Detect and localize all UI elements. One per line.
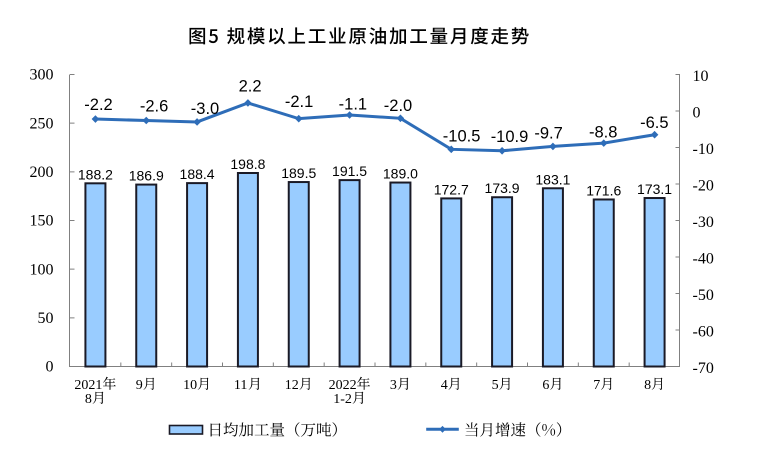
svg-text:5: 5 — [492, 378, 499, 393]
svg-text:2021: 2021 — [74, 378, 102, 393]
svg-text:-9.7: -9.7 — [534, 125, 562, 143]
svg-text:189.0: 189.0 — [383, 166, 418, 182]
svg-text:172.7: 172.7 — [434, 181, 469, 197]
svg-text:50: 50 — [38, 310, 54, 327]
svg-text:200: 200 — [30, 164, 54, 181]
svg-text:186.9: 186.9 — [129, 168, 164, 184]
svg-text:188.2: 188.2 — [78, 166, 113, 182]
svg-text:11: 11 — [234, 378, 247, 393]
svg-text:-2.1: -2.1 — [285, 93, 313, 111]
svg-text:150: 150 — [30, 213, 54, 230]
svg-text:10: 10 — [693, 68, 709, 85]
svg-text:100: 100 — [30, 261, 54, 278]
svg-text:7: 7 — [593, 378, 600, 393]
svg-text:-40: -40 — [693, 251, 714, 268]
svg-text:6: 6 — [542, 378, 549, 393]
svg-text:9: 9 — [136, 378, 143, 393]
svg-text:-10.5: -10.5 — [443, 128, 481, 146]
svg-text:171.6: 171.6 — [586, 182, 621, 198]
svg-text:-6.5: -6.5 — [640, 114, 668, 132]
svg-text:-10.9: -10.9 — [491, 128, 529, 146]
svg-text:-8.8: -8.8 — [589, 124, 617, 142]
svg-text:-70: -70 — [693, 360, 714, 377]
svg-text:12: 12 — [285, 378, 299, 393]
svg-text:-50: -50 — [693, 287, 714, 304]
svg-text:183.1: 183.1 — [535, 171, 570, 187]
svg-text:173.1: 173.1 — [637, 181, 672, 197]
svg-text:250: 250 — [30, 115, 54, 132]
svg-text:188.4: 188.4 — [180, 166, 215, 182]
svg-text:0: 0 — [46, 359, 54, 376]
svg-text:-30: -30 — [693, 214, 714, 231]
svg-text:8: 8 — [644, 378, 651, 393]
svg-text:-2.6: -2.6 — [140, 98, 168, 116]
svg-text:-2.0: -2.0 — [384, 97, 412, 115]
svg-text:300: 300 — [30, 67, 54, 84]
svg-text:0: 0 — [693, 105, 701, 122]
svg-text:1-2: 1-2 — [333, 392, 352, 407]
svg-text:4: 4 — [441, 378, 448, 393]
svg-text:-3.0: -3.0 — [191, 100, 219, 118]
svg-text:173.9: 173.9 — [485, 180, 520, 196]
svg-text:2.2: 2.2 — [239, 78, 262, 96]
svg-text:3: 3 — [390, 378, 397, 393]
svg-text:-2.2: -2.2 — [84, 96, 112, 114]
svg-text:-10: -10 — [693, 141, 714, 158]
svg-text:10: 10 — [183, 378, 197, 393]
svg-text:-1.1: -1.1 — [339, 96, 367, 114]
svg-text:198.8: 198.8 — [230, 156, 265, 172]
svg-text:8: 8 — [85, 392, 92, 407]
svg-text:189.5: 189.5 — [281, 165, 316, 181]
svg-text:2022: 2022 — [329, 378, 357, 393]
svg-text:191.5: 191.5 — [332, 163, 367, 179]
svg-text:-60: -60 — [693, 324, 714, 341]
svg-text:-20: -20 — [693, 178, 714, 195]
